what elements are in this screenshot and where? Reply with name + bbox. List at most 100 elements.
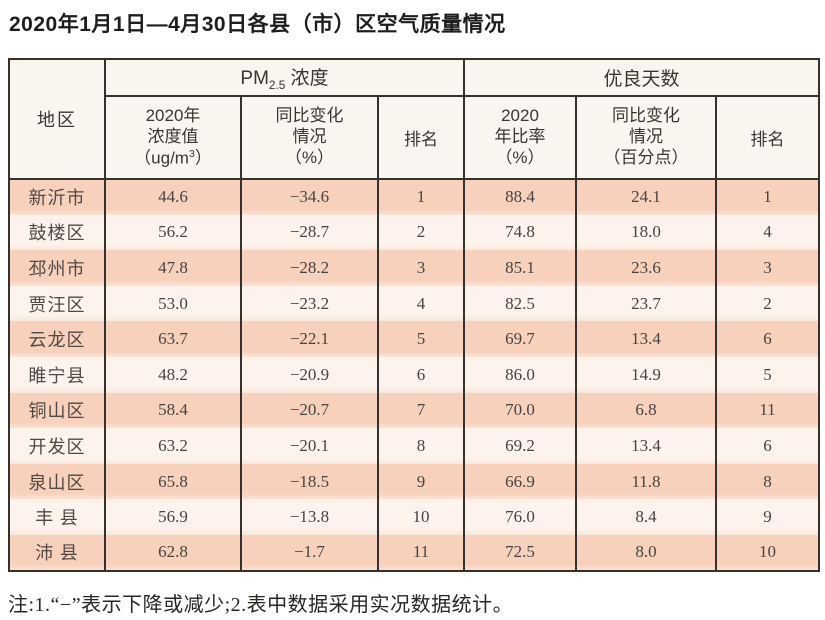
pm-rank-cell: 6 xyxy=(377,356,464,393)
table-body: 新沂市 44.6 −34.6 1 88.4 24.1 1 鼓楼区 56.2 −2… xyxy=(9,179,820,571)
pm-change-cell: −23.2 xyxy=(240,285,378,322)
good-rank-cell: 11 xyxy=(714,392,820,429)
good-ratio-cell: 86.0 xyxy=(463,356,576,393)
pm-change-cell: −18.5 xyxy=(240,463,378,500)
air-quality-table: 地区 PM2.5 浓度 优良天数 2020年 浓度值 （ug/m3） 同比变化 … xyxy=(8,58,821,572)
region-cell: 泉山区 xyxy=(9,463,105,500)
good-ratio-cell: 69.2 xyxy=(463,428,576,464)
region-cell: 开发区 xyxy=(9,428,105,464)
col-group-good-days: 优良天数 xyxy=(462,59,820,97)
table-row: 新沂市 44.6 −34.6 1 88.4 24.1 1 xyxy=(9,179,820,215)
table-row: 邳州市 47.8 −28.2 3 85.1 23.6 3 xyxy=(9,250,820,286)
pm-value-cell: 47.8 xyxy=(104,250,241,286)
good-change-cell: 23.7 xyxy=(575,285,716,322)
header-sub-row: 2020年 浓度值 （ug/m3） 同比变化 情况 （%） 排名 2020 年比… xyxy=(9,96,820,180)
pm-value-cell: 58.4 xyxy=(104,392,241,429)
good-ratio-cell: 88.4 xyxy=(463,179,576,215)
good-rank-cell: 5 xyxy=(714,356,820,393)
region-cell: 贾汪区 xyxy=(9,285,105,322)
pm-change-cell: −20.9 xyxy=(240,356,378,393)
good-rank-cell: 2 xyxy=(714,285,820,322)
pm-value-cell: 56.2 xyxy=(104,214,241,251)
region-cell: 鼓楼区 xyxy=(9,214,105,251)
region-cell: 丰 县 xyxy=(9,499,105,535)
table-row: 沛 县 62.8 −1.7 11 72.5 8.0 10 xyxy=(9,534,820,571)
good-change-cell: 24.1 xyxy=(575,179,716,215)
table-row: 泉山区 65.8 −18.5 9 66.9 11.8 8 xyxy=(9,463,820,500)
pm-rank-cell: 10 xyxy=(377,499,464,535)
good-ratio-cell: 72.5 xyxy=(463,534,576,571)
pm-rank-cell: 3 xyxy=(377,250,464,286)
table-row: 开发区 63.2 −20.1 8 69.2 13.4 6 xyxy=(9,428,820,464)
table-row: 丰 县 56.9 −13.8 10 76.0 8.4 9 xyxy=(9,499,820,535)
good-ratio-cell: 85.1 xyxy=(463,250,576,286)
good-change-cell: 6.8 xyxy=(575,392,716,429)
pm-rank-cell: 2 xyxy=(377,214,464,251)
good-rank-cell: 3 xyxy=(714,250,820,286)
good-ratio-cell: 69.7 xyxy=(463,321,576,357)
pm-value-cell: 65.8 xyxy=(104,463,241,500)
col-header-region: 地区 xyxy=(9,59,105,180)
good-rank-cell: 1 xyxy=(714,179,820,215)
table-row: 睢宁县 48.2 −20.9 6 86.0 14.9 5 xyxy=(9,356,820,393)
region-cell: 新沂市 xyxy=(9,179,105,215)
pm-value-cell: 48.2 xyxy=(104,356,241,393)
pm-rank-cell: 9 xyxy=(377,463,464,500)
pm-change-cell: −20.7 xyxy=(240,392,378,429)
header-group-row: 地区 PM2.5 浓度 优良天数 xyxy=(9,59,820,180)
good-ratio-cell: 74.8 xyxy=(463,214,576,251)
good-ratio-cell: 76.0 xyxy=(463,499,576,535)
pm-value-cell: 56.9 xyxy=(104,499,241,535)
pm-change-cell: −1.7 xyxy=(240,534,378,571)
table-row: 云龙区 63.7 −22.1 5 69.7 13.4 6 xyxy=(9,321,820,357)
good-change-cell: 18.0 xyxy=(575,214,716,251)
region-cell: 铜山区 xyxy=(9,392,105,429)
page-title: 2020年1月1日—4月30日各县（市）区空气质量情况 xyxy=(9,13,506,36)
table-header: 地区 PM2.5 浓度 优良天数 2020年 浓度值 （ug/m3） 同比变化 … xyxy=(9,59,820,180)
col-header-pm-change: 同比变化 情况 （%） xyxy=(240,96,378,180)
good-change-cell: 13.4 xyxy=(575,428,716,464)
pm-rank-cell: 7 xyxy=(377,392,464,429)
col-header-good-change: 同比变化 情况 （百分点） xyxy=(575,96,716,180)
good-change-cell: 8.0 xyxy=(575,534,716,571)
good-ratio-cell: 66.9 xyxy=(463,463,576,500)
region-cell: 云龙区 xyxy=(9,321,105,357)
good-change-cell: 23.6 xyxy=(575,250,716,286)
pm-value-cell: 63.2 xyxy=(104,428,241,464)
col-header-good-rank: 排名 xyxy=(714,96,820,180)
region-cell: 沛 县 xyxy=(9,534,105,571)
good-rank-cell: 4 xyxy=(714,214,820,251)
good-rank-cell: 10 xyxy=(714,534,820,571)
good-change-cell: 8.4 xyxy=(575,499,716,535)
pm-rank-cell: 8 xyxy=(377,428,464,464)
pm-value-cell: 44.6 xyxy=(104,179,241,215)
pm-value-cell: 62.8 xyxy=(104,534,241,571)
table-row: 鼓楼区 56.2 −28.7 2 74.8 18.0 4 xyxy=(9,214,820,251)
pm-change-cell: −34.6 xyxy=(240,179,378,215)
pm-rank-cell: 1 xyxy=(377,179,464,215)
cubic-superscript: 3 xyxy=(188,147,195,160)
col-header-pm-rank: 排名 xyxy=(377,96,464,180)
pm-change-cell: −13.8 xyxy=(240,499,378,535)
good-ratio-cell: 70.0 xyxy=(463,392,576,429)
pm-value-cell: 63.7 xyxy=(104,321,241,357)
pm-rank-cell: 11 xyxy=(377,534,464,571)
region-cell: 邳州市 xyxy=(9,250,105,286)
col-header-good-ratio: 2020 年比率 （%） xyxy=(463,96,576,180)
pm25-subscript: 2.5 xyxy=(268,78,286,92)
pm-value-cell: 53.0 xyxy=(104,285,241,322)
pm-change-cell: −20.1 xyxy=(240,428,378,464)
good-rank-cell: 6 xyxy=(714,428,820,464)
good-rank-cell: 9 xyxy=(714,499,820,535)
table-row: 贾汪区 53.0 −23.2 4 82.5 23.7 2 xyxy=(9,285,820,322)
table-row: 铜山区 58.4 −20.7 7 70.0 6.8 11 xyxy=(9,392,820,429)
pm-rank-cell: 5 xyxy=(377,321,464,357)
pm-change-cell: −22.1 xyxy=(240,321,378,357)
col-header-pm-value: 2020年 浓度值 （ug/m3） xyxy=(104,96,241,180)
pm-rank-cell: 4 xyxy=(377,285,464,322)
col-group-pm25: PM2.5 浓度 xyxy=(104,59,464,97)
good-ratio-cell: 82.5 xyxy=(463,285,576,322)
good-change-cell: 11.8 xyxy=(575,463,716,500)
pm-change-cell: −28.7 xyxy=(240,214,378,251)
